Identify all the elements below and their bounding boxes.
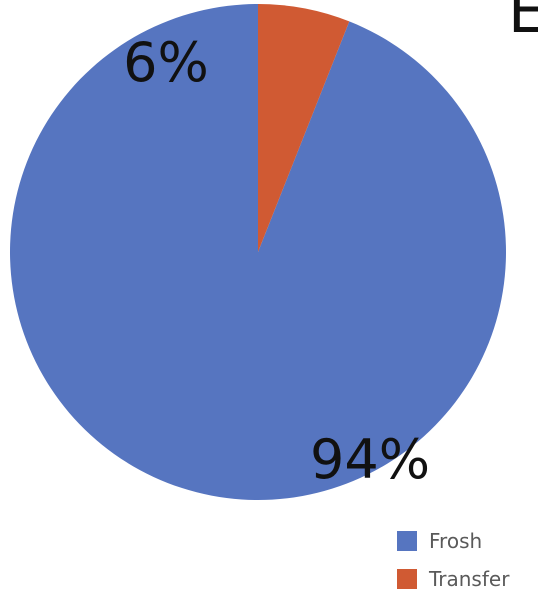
legend-item-frosh: Frosh (397, 527, 538, 555)
data-label-frosh: 94% (310, 428, 430, 491)
pie-slice-transfer (258, 4, 350, 252)
legend-swatch-frosh (397, 531, 417, 551)
legend-item-transfer: Transfer (397, 565, 538, 593)
data-label-transfer: 6% (123, 31, 209, 94)
partial-title-glyph: E (508, 0, 538, 47)
legend-swatch-transfer (397, 569, 417, 589)
legend-label-frosh: Frosh (429, 529, 483, 553)
legend-label-transfer: Transfer (429, 567, 510, 591)
chart-legend: Frosh Transfer (397, 527, 538, 603)
